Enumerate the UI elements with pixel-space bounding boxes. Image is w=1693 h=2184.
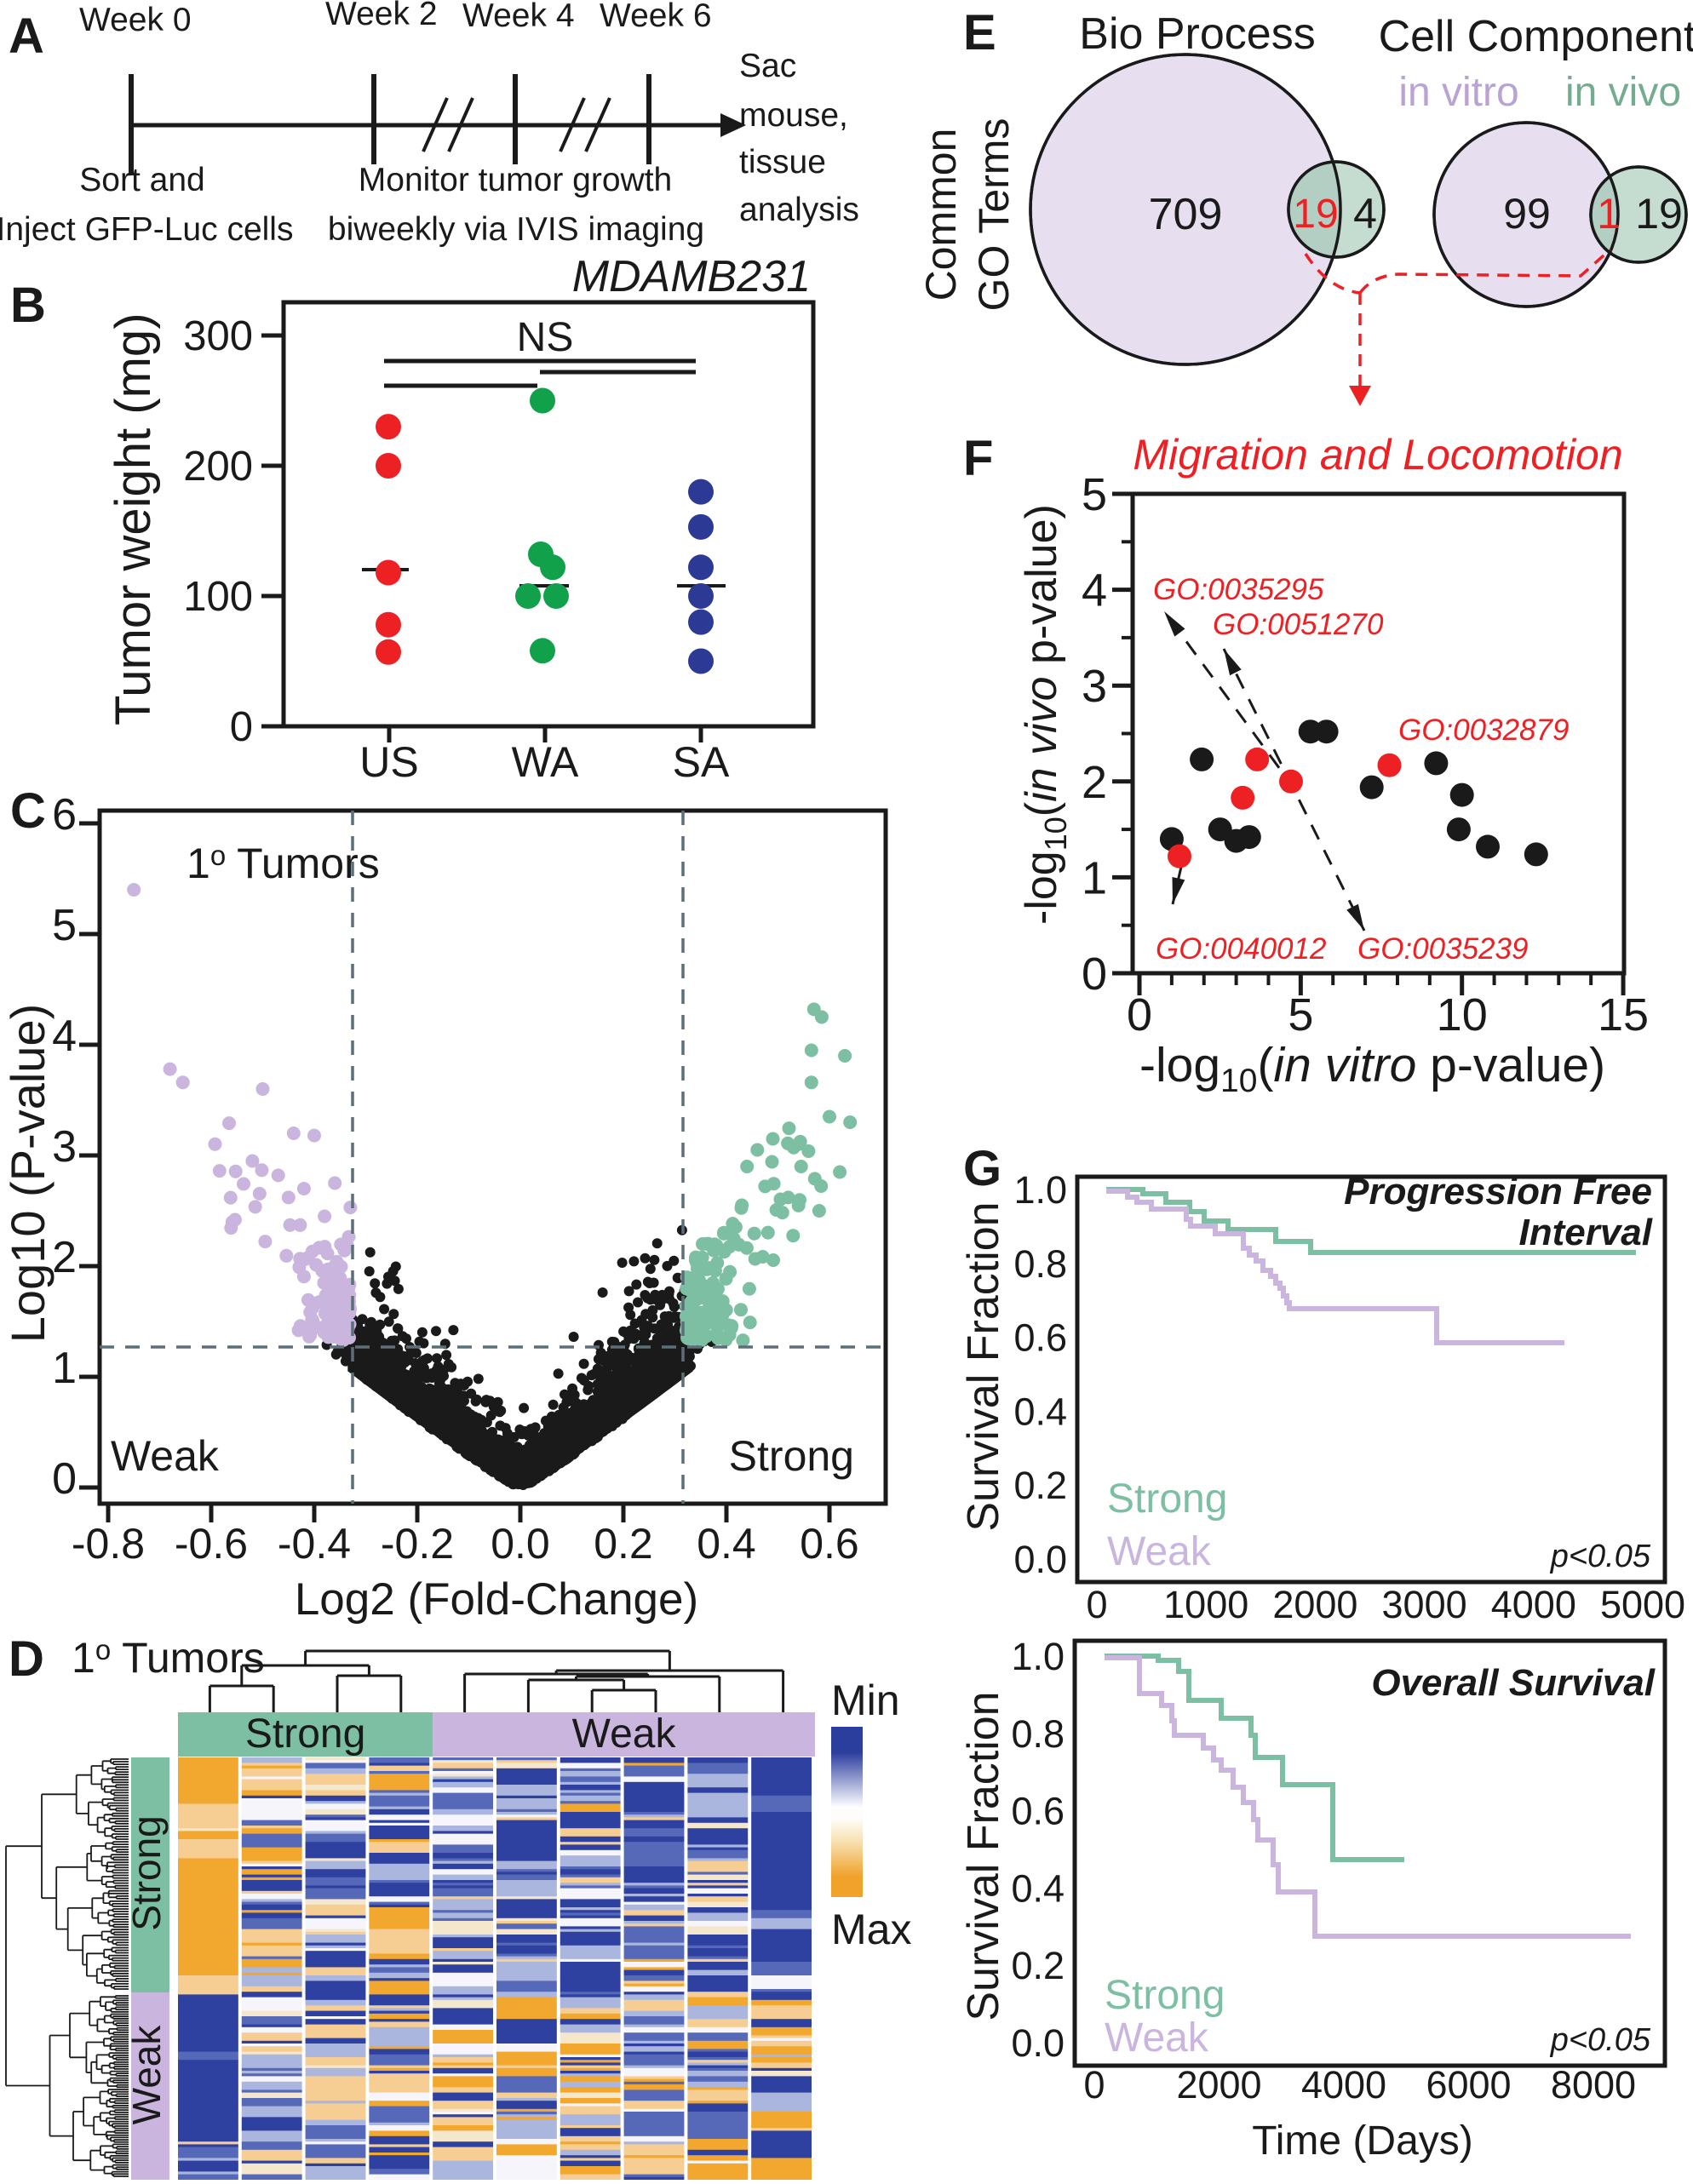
svg-text:100: 100 bbox=[183, 574, 253, 620]
svg-text:Sort and: Sort and bbox=[79, 162, 204, 198]
svg-text:Weak: Weak bbox=[572, 1711, 677, 1757]
svg-text:6: 6 bbox=[52, 790, 77, 840]
svg-text:SA: SA bbox=[673, 738, 730, 786]
svg-text:0.4: 0.4 bbox=[697, 1520, 756, 1568]
svg-text:A: A bbox=[9, 9, 44, 64]
svg-text:300: 300 bbox=[183, 313, 253, 359]
svg-text:200: 200 bbox=[183, 444, 253, 490]
svg-text:Strong: Strong bbox=[124, 1815, 169, 1931]
svg-text:-0.6: -0.6 bbox=[175, 1520, 248, 1568]
svg-text:0: 0 bbox=[52, 1454, 77, 1504]
svg-text:Log10 (P-value): Log10 (P-value) bbox=[1, 1004, 55, 1343]
svg-text:Strong: Strong bbox=[729, 1432, 854, 1480]
svg-text:0: 0 bbox=[230, 704, 253, 750]
svg-text:4: 4 bbox=[52, 1012, 77, 1061]
svg-text:Week 4: Week 4 bbox=[462, 0, 575, 34]
svg-text:MDAMB231: MDAMB231 bbox=[572, 252, 811, 301]
svg-text:0.2: 0.2 bbox=[594, 1520, 653, 1568]
svg-text:Weak: Weak bbox=[124, 2025, 169, 2125]
svg-text:Log2 (Fold-Change): Log2 (Fold-Change) bbox=[295, 1574, 698, 1625]
svg-text:C: C bbox=[10, 783, 46, 839]
svg-text:Inject GFP-Luc cells: Inject GFP-Luc cells bbox=[0, 211, 293, 248]
svg-text:Weak: Weak bbox=[111, 1432, 220, 1480]
svg-text:D: D bbox=[9, 1631, 44, 1687]
svg-text:B: B bbox=[10, 278, 46, 333]
svg-text:biweekly via IVIS imaging: biweekly via IVIS imaging bbox=[328, 211, 704, 248]
svg-text:1: 1 bbox=[52, 1344, 77, 1393]
svg-text:US: US bbox=[359, 738, 418, 786]
svg-text:Week 6: Week 6 bbox=[600, 0, 712, 34]
svg-text:Monitor tumor growth: Monitor tumor growth bbox=[359, 162, 672, 198]
svg-text:0.6: 0.6 bbox=[800, 1520, 859, 1568]
svg-text:NS: NS bbox=[517, 315, 574, 360]
svg-text:Sac: Sac bbox=[739, 48, 796, 84]
svg-text:analysis: analysis bbox=[739, 192, 859, 228]
svg-text:Week 0: Week 0 bbox=[79, 2, 192, 38]
svg-text:-0.2: -0.2 bbox=[381, 1520, 454, 1568]
svg-text:3: 3 bbox=[52, 1122, 77, 1172]
svg-text:Strong: Strong bbox=[245, 1711, 365, 1757]
svg-text:WA: WA bbox=[512, 738, 579, 786]
svg-text:5: 5 bbox=[52, 901, 77, 950]
svg-text:0.0: 0.0 bbox=[491, 1520, 550, 1568]
svg-text:Week 2: Week 2 bbox=[325, 0, 438, 32]
svg-text:Tumor weight (mg): Tumor weight (mg) bbox=[106, 312, 161, 725]
svg-text:2: 2 bbox=[52, 1233, 77, 1282]
svg-text:tissue: tissue bbox=[739, 144, 826, 181]
svg-text:-0.8: -0.8 bbox=[72, 1520, 145, 1568]
svg-text:mouse,: mouse, bbox=[739, 97, 848, 134]
svg-text:-0.4: -0.4 bbox=[278, 1520, 351, 1568]
